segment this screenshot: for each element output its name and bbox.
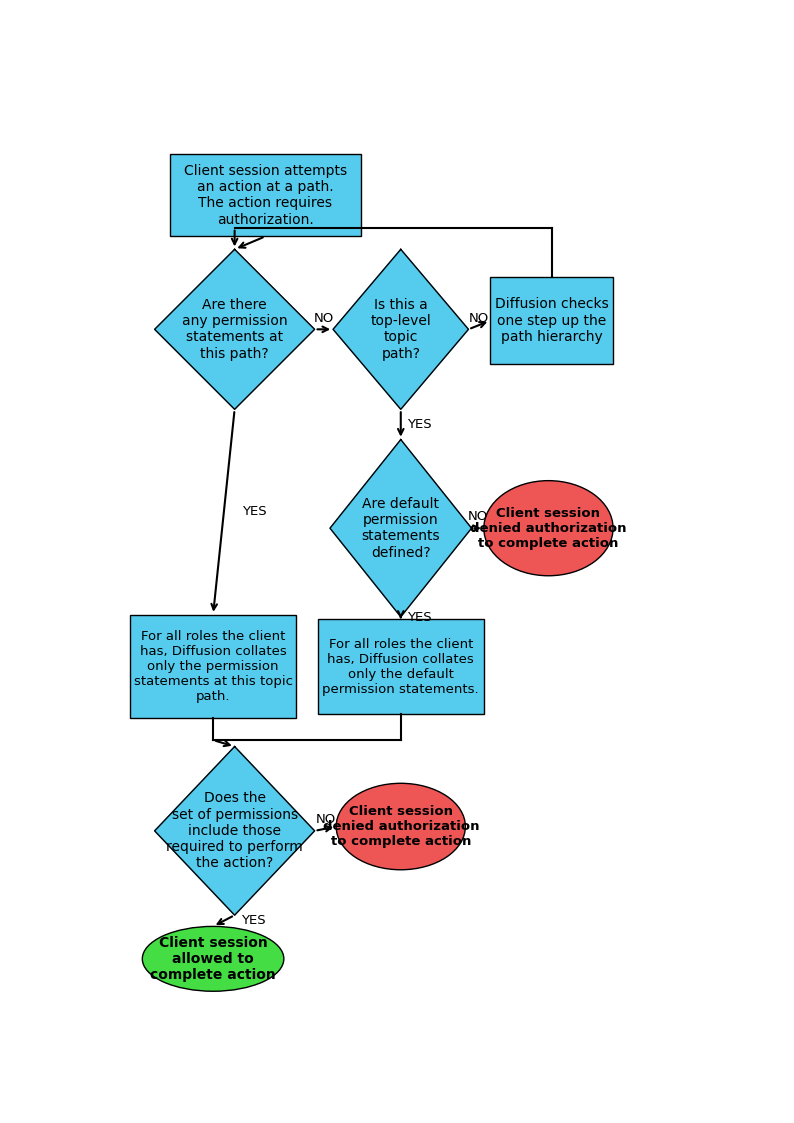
Text: Are there
any permission
statements at
this path?: Are there any permission statements at t…: [182, 298, 287, 360]
Text: For all roles the client
has, Diffusion collates
only the default
permission sta: For all roles the client has, Diffusion …: [322, 638, 479, 695]
Text: NO: NO: [314, 311, 334, 325]
Text: NO: NO: [468, 511, 488, 523]
FancyBboxPatch shape: [490, 277, 613, 364]
Ellipse shape: [142, 926, 284, 992]
Polygon shape: [330, 439, 472, 617]
Text: Client session
denied authorization
to complete action: Client session denied authorization to c…: [470, 506, 626, 549]
Text: NO: NO: [315, 813, 336, 827]
Text: Is this a
top-level
topic
path?: Is this a top-level topic path?: [370, 298, 431, 360]
Polygon shape: [333, 249, 468, 409]
Text: YES: YES: [407, 418, 432, 431]
Text: Client session
denied authorization
to complete action: Client session denied authorization to c…: [322, 805, 479, 848]
Text: For all roles the client
has, Diffusion collates
only the permission
statements : For all roles the client has, Diffusion …: [133, 630, 293, 703]
Polygon shape: [155, 249, 314, 409]
Ellipse shape: [484, 481, 613, 576]
Ellipse shape: [336, 784, 465, 869]
Text: Diffusion checks
one step up the
path hierarchy: Diffusion checks one step up the path hi…: [495, 298, 608, 344]
FancyBboxPatch shape: [170, 154, 360, 236]
Text: Are default
permission
statements
defined?: Are default permission statements define…: [361, 496, 440, 559]
FancyBboxPatch shape: [318, 619, 484, 714]
Text: YES: YES: [407, 611, 432, 624]
Polygon shape: [155, 747, 314, 915]
Text: YES: YES: [241, 914, 265, 928]
Text: YES: YES: [242, 505, 267, 519]
Text: Does the
set of permissions
include those
required to perform
the action?: Does the set of permissions include thos…: [166, 792, 303, 870]
Text: Client session attempts
an action at a path.
The action requires
authorization.: Client session attempts an action at a p…: [184, 164, 347, 227]
FancyBboxPatch shape: [130, 614, 296, 719]
Text: NO: NO: [469, 311, 489, 325]
Text: Client session
allowed to
complete action: Client session allowed to complete actio…: [150, 935, 276, 982]
